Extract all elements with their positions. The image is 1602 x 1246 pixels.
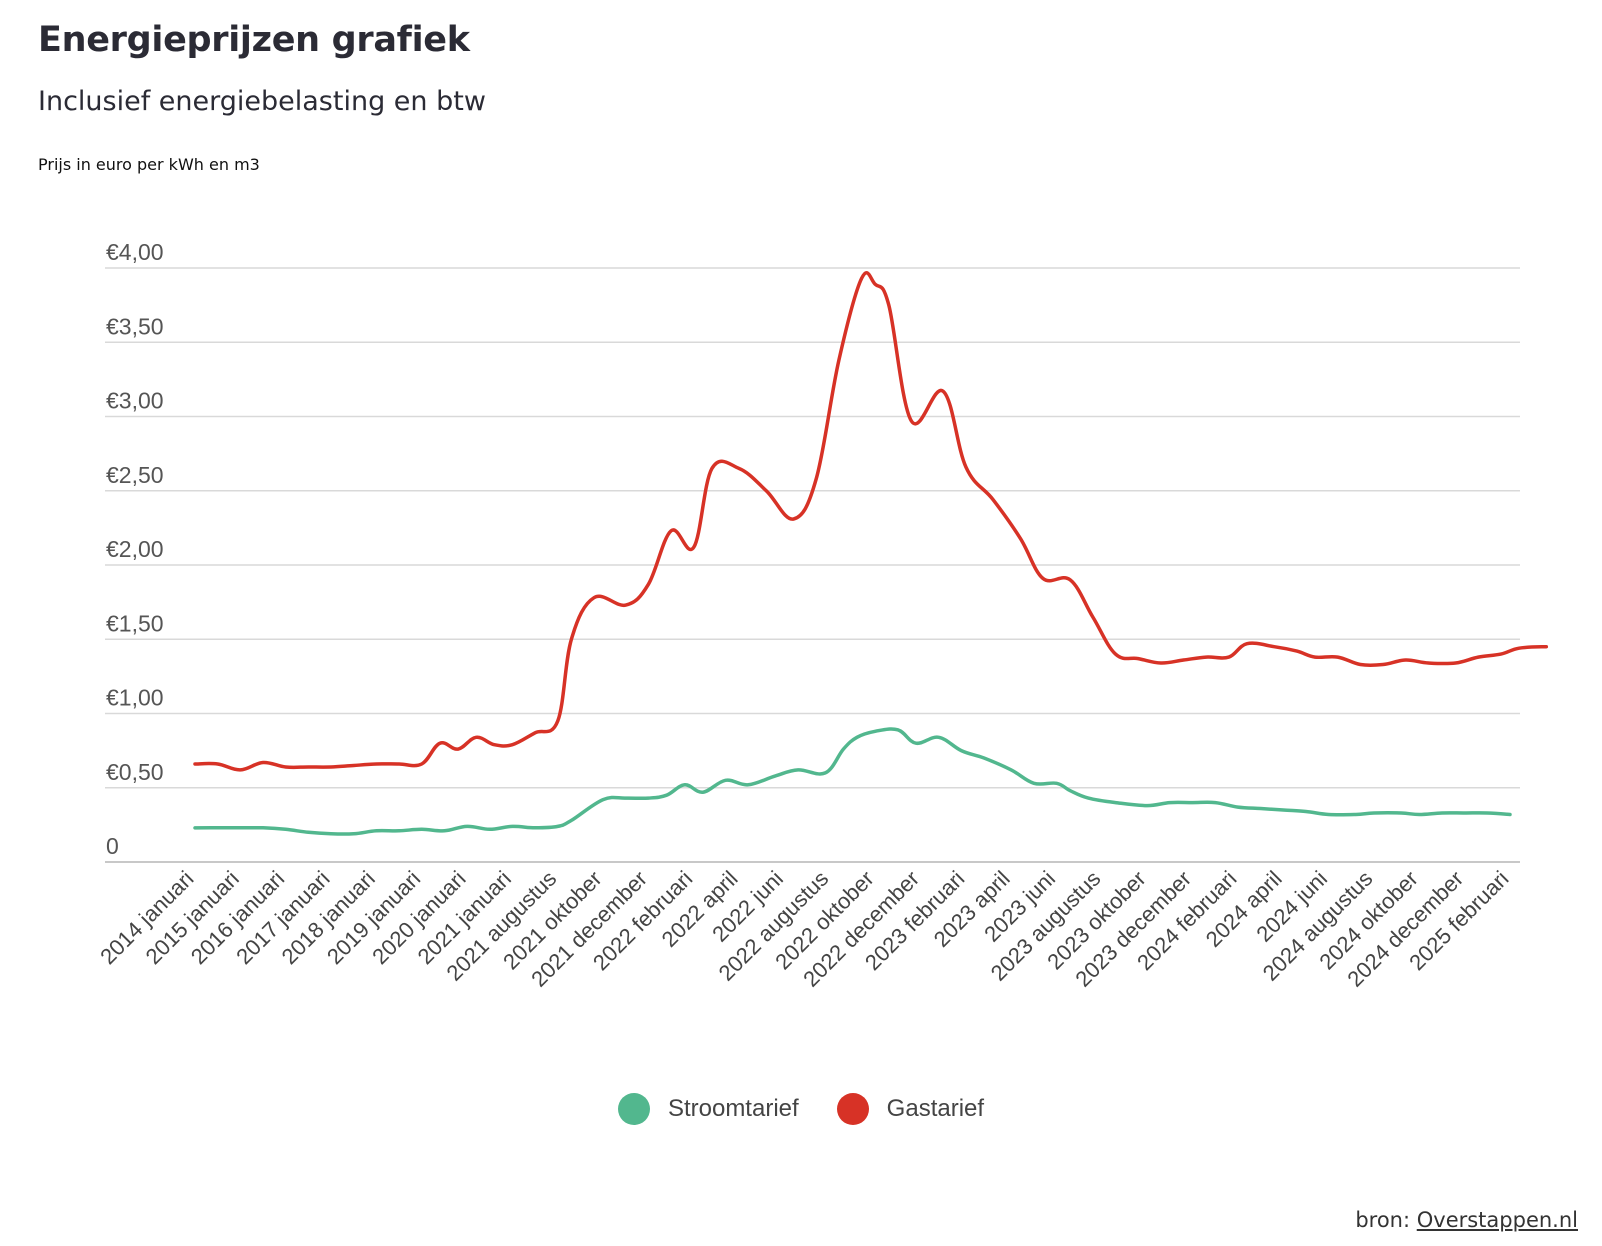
series-lines [193, 271, 1549, 836]
source-prefix: bron: [1355, 1208, 1417, 1232]
legend-label: Stroomtarief [667, 1095, 799, 1122]
legend-swatch-gastarief [836, 1093, 869, 1125]
legend-label: Gastarief [886, 1095, 985, 1122]
y-tick-label: €4,00 [106, 239, 164, 265]
y-tick-label: €1,00 [106, 685, 164, 711]
y-tick-label: €1,50 [106, 610, 164, 636]
legend: Stroomtarief Gastarief [0, 1093, 1602, 1125]
y-tick-label: 0 [106, 833, 119, 859]
source-credit: bron: Overstappen.nl [1355, 1208, 1578, 1232]
line-chart: 0 €0,50 €1,00 €1,50 €2,00 €2,50 €3,00 €3,50 €4,0… [95, 239, 1549, 992]
legend-item-stroomtarief[interactable]: Stroomtarief [617, 1093, 799, 1125]
y-tick-label: €0,50 [106, 759, 164, 785]
legend-swatch-stroomtarief [617, 1093, 650, 1125]
y-tick-label: €2,50 [106, 462, 164, 488]
y-tick-label: €2,00 [106, 536, 164, 562]
source-link[interactable]: Overstappen.nl [1416, 1208, 1578, 1232]
y-axis-ticks: 0 €0,50 €1,00 €1,50 €2,00 €2,50 €3,00 €3,50 €4,0… [106, 239, 164, 859]
y-tick-label: €3,00 [106, 388, 164, 414]
series-line-gastarief [193, 271, 1549, 772]
legend-item-gastarief[interactable]: Gastarief [836, 1093, 985, 1125]
y-tick-label: €3,50 [106, 313, 164, 339]
chart-title: Energieprijzen grafiek [38, 20, 470, 60]
chart-subtitle: Inclusief energiebelasting en btw [38, 86, 486, 117]
unit-note: Prijs in euro per kWh en m3 [38, 155, 260, 174]
series-line-stroomtarief [193, 727, 1512, 836]
